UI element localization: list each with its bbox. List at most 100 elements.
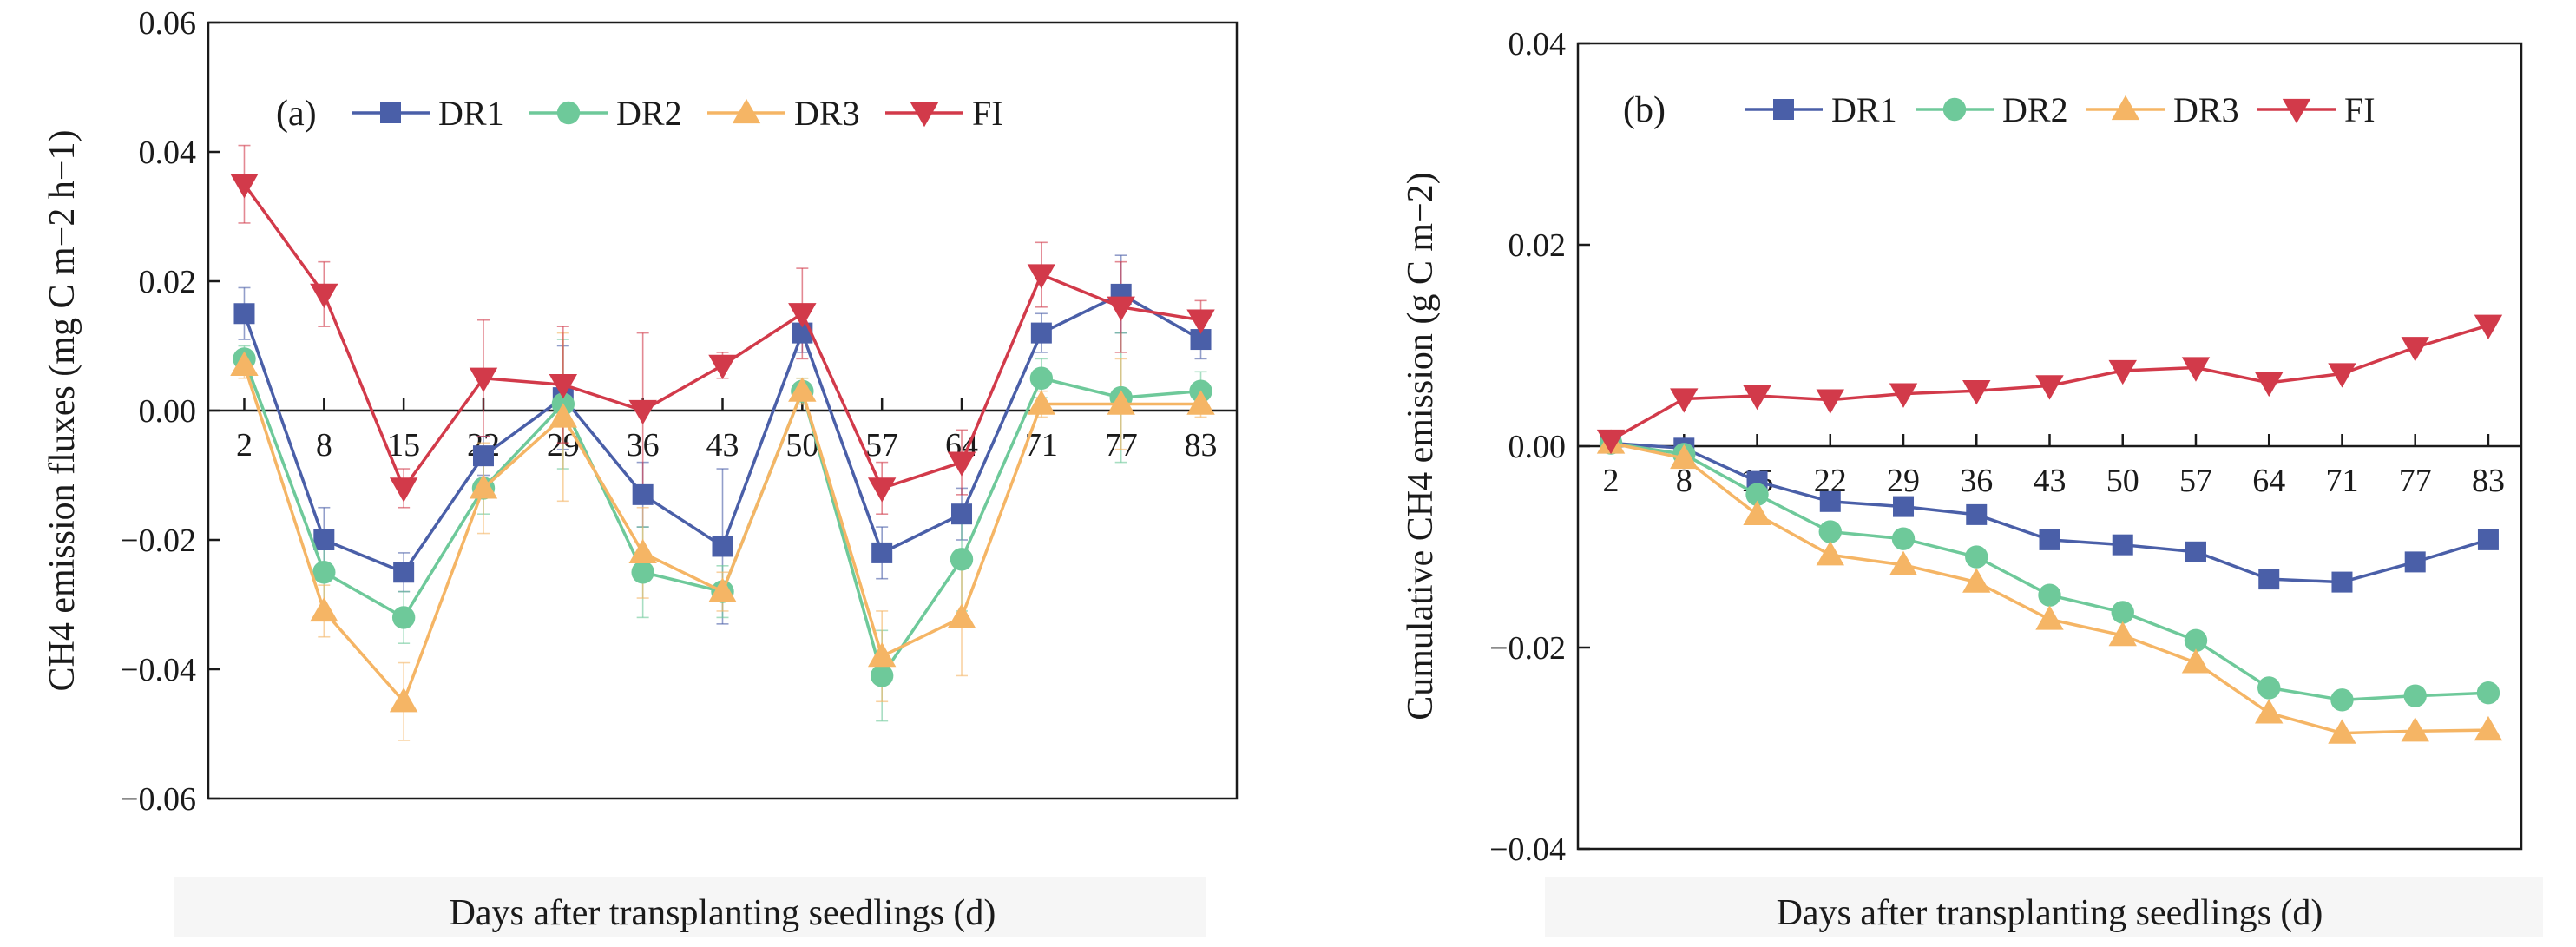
data-point-dr1 bbox=[393, 562, 415, 583]
data-point-dr3 bbox=[1889, 550, 1918, 576]
data-point-dr3 bbox=[628, 538, 657, 564]
y-tick-label: −0.02 bbox=[120, 523, 196, 559]
data-point-fi bbox=[1186, 309, 1215, 334]
data-point-fi bbox=[1889, 383, 1918, 408]
data-point-dr2 bbox=[950, 548, 974, 571]
x-axis-label: Days after transplanting seedlings (d) bbox=[450, 893, 996, 933]
data-point-dr3 bbox=[1962, 568, 1991, 593]
legend-marker bbox=[732, 98, 761, 124]
data-point-fi bbox=[2328, 363, 2356, 388]
legend-item-dr3: DR3 bbox=[2086, 90, 2239, 129]
data-point-dr3 bbox=[1107, 390, 1135, 415]
data-point-dr2 bbox=[631, 561, 654, 584]
data-point-dr3 bbox=[2181, 648, 2211, 674]
data-point-dr3 bbox=[389, 687, 418, 713]
legend-label: DR1 bbox=[438, 94, 504, 133]
legend-item-dr3: DR3 bbox=[707, 94, 860, 133]
data-point-dr2 bbox=[1965, 545, 1988, 569]
data-point-dr1 bbox=[1819, 490, 1841, 512]
y-tick-label: 0.00 bbox=[139, 393, 197, 430]
legend-item-fi: FI bbox=[885, 94, 1003, 133]
data-point-dr1 bbox=[2112, 534, 2133, 556]
legend-label: FI bbox=[972, 94, 1003, 133]
data-point-dr2 bbox=[312, 561, 336, 584]
y-tick-label: −0.04 bbox=[120, 652, 196, 688]
data-point-fi bbox=[2035, 375, 2064, 400]
x-tick-label: 2 bbox=[1603, 463, 1620, 499]
data-point-fi bbox=[1962, 380, 1991, 405]
x-tick-label: 50 bbox=[2106, 463, 2139, 499]
data-point-dr1 bbox=[2258, 569, 2280, 590]
legend-item-dr2: DR2 bbox=[1916, 90, 2068, 129]
y-tick-label: −0.06 bbox=[120, 781, 196, 818]
y-axis-label: Cumulative CH4 emission (g C m−2) bbox=[1401, 172, 1441, 720]
y-tick-label: 0.02 bbox=[139, 264, 197, 300]
data-point-dr2 bbox=[2184, 628, 2208, 653]
x-tick-label: 64 bbox=[2252, 463, 2285, 499]
x-tick-label: 8 bbox=[316, 427, 332, 464]
data-point-dr2 bbox=[1745, 483, 1769, 506]
data-point-dr2 bbox=[2403, 684, 2427, 707]
y-tick-label: 0.04 bbox=[1508, 26, 1567, 62]
data-point-fi bbox=[1670, 388, 1699, 413]
data-point-dr3 bbox=[230, 351, 259, 376]
data-point-dr3 bbox=[2255, 699, 2284, 724]
data-point-dr3 bbox=[708, 577, 737, 602]
x-tick-label: 57 bbox=[2179, 463, 2212, 499]
data-point-fi bbox=[1107, 296, 1135, 321]
x-axis-label: Days after transplanting seedlings (d) bbox=[1777, 893, 2323, 933]
y-axis-label: CH4 emission fluxes (mg C m−2 h−1) bbox=[43, 129, 82, 691]
data-point-fi bbox=[2474, 314, 2503, 339]
data-point-fi bbox=[788, 303, 817, 328]
data-point-fi bbox=[628, 399, 657, 425]
legend-item-dr1: DR1 bbox=[1745, 90, 1897, 129]
data-point-dr3 bbox=[1027, 390, 1056, 415]
y-tick-label: 0.02 bbox=[1508, 227, 1567, 264]
y-tick-label: 0.00 bbox=[1508, 429, 1567, 465]
legend-marker bbox=[910, 102, 939, 128]
x-tick-label: 77 bbox=[2399, 463, 2432, 499]
data-point-dr3 bbox=[788, 377, 817, 402]
data-point-fi bbox=[867, 477, 897, 503]
data-point-dr3 bbox=[1186, 390, 1215, 415]
data-point-dr3 bbox=[1743, 500, 1771, 526]
legend-label: DR3 bbox=[2173, 90, 2239, 129]
data-point-dr1 bbox=[2477, 529, 2499, 550]
x-tick-label: 29 bbox=[1887, 463, 1920, 499]
y-tick-label: 0.06 bbox=[139, 5, 197, 42]
legend-label: DR2 bbox=[2002, 90, 2068, 129]
legend-label: DR1 bbox=[1831, 90, 1897, 129]
panel-label: (b) bbox=[1623, 90, 1666, 130]
legend-marker bbox=[380, 102, 401, 123]
data-point-dr3 bbox=[2328, 719, 2356, 744]
legend-label: FI bbox=[2344, 90, 2376, 129]
data-point-dr1 bbox=[871, 542, 893, 563]
data-point-fi bbox=[2108, 359, 2137, 385]
data-point-dr3 bbox=[2474, 715, 2503, 741]
x-tick-label: 43 bbox=[706, 427, 739, 464]
data-point-dr2 bbox=[1818, 520, 1842, 543]
data-point-dr3 bbox=[469, 474, 498, 499]
data-point-dr3 bbox=[2108, 621, 2137, 647]
data-point-dr1 bbox=[233, 303, 255, 325]
data-point-dr1 bbox=[472, 445, 494, 467]
data-point-dr3 bbox=[1670, 444, 1699, 470]
data-point-dr3 bbox=[310, 596, 338, 622]
legend-item-fi: FI bbox=[2257, 90, 2376, 129]
data-point-dr2 bbox=[1029, 366, 1054, 390]
x-tick-label: 36 bbox=[1960, 463, 1993, 499]
data-point-dr3 bbox=[947, 603, 976, 628]
data-point-dr1 bbox=[2039, 529, 2060, 550]
data-point-dr1 bbox=[1893, 496, 1915, 517]
data-point-dr2 bbox=[2038, 583, 2061, 607]
data-point-fi bbox=[947, 451, 976, 477]
x-tick-label: 43 bbox=[2034, 463, 2067, 499]
xlabel-band-a bbox=[174, 877, 1206, 937]
data-point-fi bbox=[1816, 389, 1844, 414]
legend-marker bbox=[2111, 95, 2140, 121]
data-point-dr1 bbox=[632, 483, 654, 505]
legend-marker bbox=[2282, 98, 2311, 124]
data-point-fi bbox=[1027, 264, 1056, 289]
data-point-dr1 bbox=[2331, 571, 2353, 593]
